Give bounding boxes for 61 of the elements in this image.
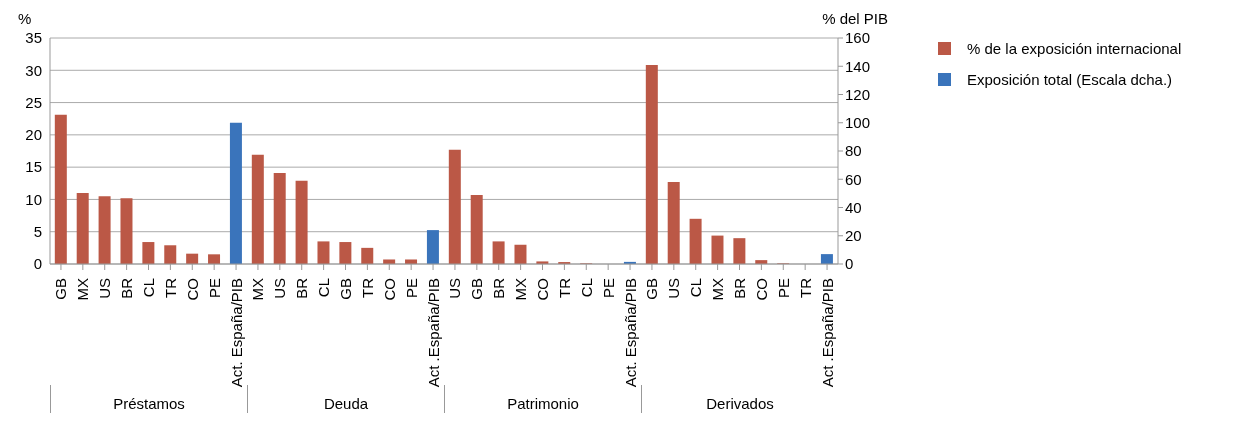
x-tick-label: CO <box>183 278 201 301</box>
y-tick-label: 35 <box>25 29 42 47</box>
x-tick-label: GB <box>52 278 70 300</box>
y-tick-label: 5 <box>33 223 42 241</box>
y2-tick-label: 80 <box>845 142 862 160</box>
x-tick-label: CO <box>380 278 398 301</box>
x-tick-label: Act. España/PIB <box>621 278 639 388</box>
x-tick-label: BR <box>118 277 136 299</box>
legend-label: % de la exposición internacional <box>967 40 1182 57</box>
legend-label: Exposición total (Escala dcha.) <box>967 71 1173 88</box>
x-tick-label: PE <box>774 278 792 299</box>
x-tick-label: MX <box>74 278 92 301</box>
y-tick-label: 25 <box>25 93 42 111</box>
x-tick-label: US <box>96 278 114 299</box>
text: Derivados <box>706 395 774 412</box>
x-tick-label: US <box>271 278 289 299</box>
x-tick-label: BR <box>731 277 748 299</box>
x-tick-label: PE <box>599 278 617 299</box>
y2-axis-title: % del PIB <box>821 10 888 27</box>
x-tick-label: Act .España/PIB <box>818 278 836 388</box>
x-tick-label: MX <box>512 278 530 301</box>
y2-tick-label: 100 <box>845 114 871 132</box>
x-tick-label: MX <box>709 278 727 301</box>
x-tick-label: CL <box>577 278 595 298</box>
x-tick-label: CL <box>140 278 157 298</box>
x-tick-label: US <box>446 278 464 299</box>
x-tick-label: BR <box>293 277 311 299</box>
x-tick-label: PE <box>205 278 223 299</box>
text: Préstamos <box>113 395 185 412</box>
x-tick-label: TR <box>796 277 814 298</box>
x-tick-label: TR <box>555 277 573 298</box>
x-tick-label: CL <box>687 278 705 298</box>
x-tick-label: BR <box>490 277 508 299</box>
x-tick-label: CO <box>534 278 551 301</box>
x-tick-label: US <box>665 278 683 299</box>
x-tick-label: TR <box>161 277 179 298</box>
x-tick-label: Act .España/PIB <box>424 278 442 388</box>
y2-tick-label: 120 <box>845 85 871 103</box>
y2-tick-label: 140 <box>845 57 871 75</box>
y-tick-label: 20 <box>25 126 42 144</box>
y2-tick-label: 20 <box>845 227 862 245</box>
x-tick-label: Act. España/PIB <box>227 278 245 388</box>
y2-tick-label: 160 <box>845 29 871 47</box>
y2-tick-label: 60 <box>845 170 862 188</box>
y-tick-label: 10 <box>25 190 42 208</box>
y-axis-title: % <box>18 10 32 27</box>
x-tick-label: TR <box>358 277 376 298</box>
x-tick-label: GB <box>337 278 354 300</box>
y2-tick-label: 40 <box>845 198 862 216</box>
x-tick-label: GB <box>468 278 486 300</box>
y2-tick-label: 0 <box>845 255 854 273</box>
x-tick-label: GB <box>643 278 661 300</box>
y-tick-label: 0 <box>33 255 42 273</box>
x-tick-label: PE <box>402 278 420 299</box>
x-tick-label: CO <box>752 278 770 301</box>
x-tick-label: CL <box>315 278 333 298</box>
y-tick-label: 30 <box>25 61 42 79</box>
x-tick-label: MX <box>249 278 267 301</box>
y-tick-label: 15 <box>25 158 42 176</box>
text: Deuda <box>323 395 369 412</box>
text: Patrimonio <box>507 395 579 412</box>
